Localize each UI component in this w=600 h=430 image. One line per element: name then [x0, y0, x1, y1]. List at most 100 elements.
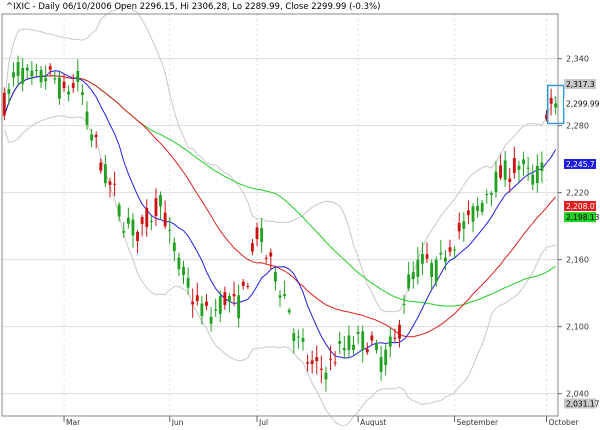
price-tag-box: [564, 212, 596, 223]
candle-body: [310, 360, 314, 365]
candle-body: [12, 72, 15, 78]
candle-body: [306, 362, 309, 364]
candle-body: [209, 316, 213, 324]
candle-body: [80, 92, 84, 96]
header-high-label: Hi: [180, 2, 189, 12]
candle-body: [352, 344, 355, 350]
price-tag-label: 2,208.07: [566, 202, 600, 211]
candle-body: [462, 221, 466, 229]
candle-body: [342, 348, 346, 351]
candle-body: [443, 257, 447, 262]
candle-body: [255, 227, 259, 240]
price-tags: 2,317.3 2,299.99 2,245.7 2,208.07 2,198.13 2,…: [564, 79, 600, 409]
candle-body: [136, 232, 139, 242]
candle-body: [186, 277, 190, 288]
candle-body: [126, 217, 130, 224]
candle-body: [296, 336, 300, 338]
y-tick-label: 2,220: [566, 189, 589, 198]
candle-body: [168, 230, 172, 232]
candle-body: [370, 335, 374, 341]
header-date: 06/10/2006: [63, 2, 112, 12]
candle-body: [90, 134, 94, 141]
candle-body: [85, 111, 89, 125]
candle-body: [94, 134, 98, 137]
candle-body: [145, 207, 149, 228]
candle-body: [140, 217, 144, 225]
candle-body: [535, 165, 539, 184]
candle-body: [103, 164, 107, 184]
candle-body: [549, 97, 553, 104]
y-tick-label: 2,280: [566, 122, 589, 131]
candle-body: [67, 91, 71, 95]
candle-body: [131, 219, 135, 236]
moving-averages: [3, 70, 557, 359]
candle-body: [113, 183, 117, 185]
candle-body: [99, 162, 103, 171]
candle-body: [62, 81, 66, 89]
candle-body: [195, 295, 199, 302]
candle-body: [356, 331, 360, 334]
candle-body: [494, 171, 498, 193]
candle-body: [517, 165, 521, 170]
candle-body: [393, 337, 397, 339]
price-tag-box: [564, 158, 596, 169]
candle-body: [117, 204, 121, 217]
candle-body: [39, 69, 43, 83]
header-change: (-0.3%): [349, 2, 380, 12]
candle-body: [471, 206, 475, 222]
candle-body: [163, 212, 167, 227]
candle-body: [329, 358, 332, 360]
candle-body: [439, 252, 443, 255]
candle-body: [407, 274, 411, 289]
candle-body: [182, 266, 185, 275]
y-tick-label: 2,160: [566, 256, 589, 265]
candle-body: [425, 254, 429, 259]
candle-body: [416, 259, 420, 277]
plot-frame: [1, 13, 559, 417]
header-open: 2296.15: [140, 2, 175, 12]
candle-body: [108, 181, 112, 185]
candle-body: [223, 292, 227, 305]
candle-body: [554, 103, 558, 108]
header-low-label: Lo: [232, 2, 242, 12]
candle-body: [430, 263, 434, 278]
candle-body: [35, 70, 38, 72]
chart-header: ^IXIC - Daily 06/10/2006 Open 2296.15, H…: [6, 2, 380, 12]
candle-body: [177, 257, 181, 270]
candle-body: [453, 249, 457, 251]
candle-body: [273, 272, 277, 282]
candle-body: [526, 167, 530, 169]
candle-body: [232, 294, 236, 297]
candle-body: [292, 333, 296, 342]
candle-body: [25, 67, 29, 71]
axes: 2,040 2,100 2,160 2,220 2,280 2,340 Mar Jun Jul A…: [1, 13, 589, 427]
last-candle-highlight: [546, 84, 565, 125]
header-low: 2289.99: [245, 2, 280, 12]
header-symbol: ^IXIC: [6, 2, 30, 12]
candle-body: [214, 309, 218, 311]
short-ma-line: [3, 70, 557, 359]
candle-body: [402, 304, 406, 306]
candle-body: [315, 357, 319, 361]
candle-body: [476, 205, 480, 212]
price-tag-box: [564, 98, 596, 109]
candle-body: [361, 331, 365, 351]
candle-body: [503, 160, 507, 180]
candle-body: [260, 228, 264, 243]
candle-body: [379, 357, 383, 373]
candle-body: [522, 159, 525, 165]
candle-body: [347, 335, 351, 351]
candle-body: [384, 349, 388, 365]
candle-body: [421, 253, 424, 264]
y-tick-label: 2,340: [566, 55, 589, 64]
header-high: 2306.28: [192, 2, 227, 12]
candle-body: [545, 114, 548, 120]
candle-body: [58, 77, 61, 99]
price-tag-label: 2,245.7: [566, 160, 595, 169]
candle-body: [159, 194, 162, 207]
candle-body: [319, 368, 323, 370]
candle-body: [512, 157, 516, 173]
candle-body: [365, 349, 369, 353]
